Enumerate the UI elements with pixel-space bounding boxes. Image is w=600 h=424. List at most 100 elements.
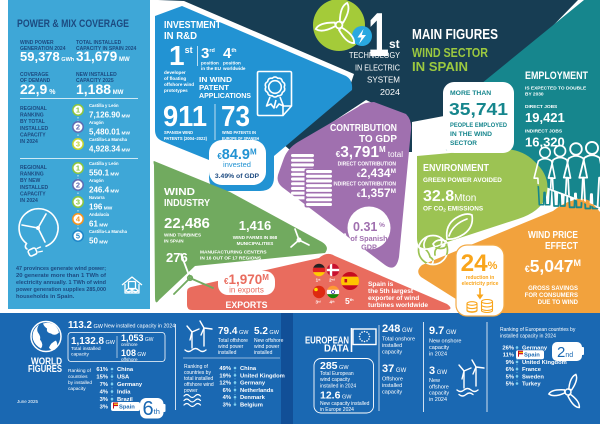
svg-text:ENVIRONMENT: ENVIRONMENT: [423, 163, 490, 174]
svg-text:12.6 GW: 12.6 GW: [320, 390, 352, 402]
svg-text:INDIRECT JOBS: INDIRECT JOBS: [525, 129, 563, 135]
svg-text:CAPACITY: CAPACITY: [20, 191, 46, 197]
svg-text:WIND FARMS IN 868: WIND FARMS IN 868: [233, 235, 278, 240]
svg-text:June 2025: June 2025: [17, 399, 39, 404]
svg-text:5%: 5%: [506, 382, 514, 388]
svg-text:installed: installed: [218, 350, 237, 356]
svg-text:capacity: capacity: [429, 345, 449, 351]
svg-text:GROSS SAVINGS: GROSS SAVINGS: [528, 286, 578, 292]
svg-text:RANKING: RANKING: [20, 172, 44, 178]
svg-text:Total installed: Total installed: [71, 346, 101, 352]
svg-text:DIRECT CONTRIBUTION: DIRECT CONTRIBUTION: [338, 162, 397, 168]
svg-text:offshore: offshore: [121, 357, 138, 362]
svg-text:3 GW: 3 GW: [429, 365, 447, 377]
svg-text:3rd: 3rd: [201, 45, 215, 62]
svg-text:15%: 15%: [96, 375, 108, 381]
svg-text:4%: 4%: [223, 395, 231, 401]
svg-text:24%: 24%: [461, 250, 498, 277]
svg-text:capacity: capacity: [382, 390, 402, 396]
svg-text:worldwide: worldwide: [222, 66, 246, 71]
svg-text:reduction in: reduction in: [466, 275, 495, 281]
svg-text:WIND TURBINES: WIND TURBINES: [164, 233, 201, 238]
svg-text:TECHNOLOGY: TECHNOLOGY: [349, 50, 400, 60]
svg-text:WIND PRICE: WIND PRICE: [528, 230, 578, 241]
svg-text:Ranking of European countries: Ranking of European countries by: [500, 327, 576, 333]
svg-text:IN THE WIND: IN THE WIND: [450, 131, 492, 138]
svg-text:Castilla y León: Castilla y León: [89, 103, 119, 108]
svg-text:113.2 GW: 113.2 GW: [68, 320, 104, 331]
svg-text:285 GW: 285 GW: [320, 360, 349, 372]
svg-text:1,053 GW: 1,053 GW: [121, 333, 154, 343]
svg-text:35,741: 35,741: [449, 99, 508, 119]
svg-text:of floating: of floating: [164, 76, 186, 81]
svg-text:WORLD: WORLD: [31, 357, 62, 368]
svg-text:11%: 11%: [503, 353, 514, 359]
svg-text:0.31 %: 0.31 %: [353, 220, 385, 234]
svg-text:PATENTS (2004–2022): PATENTS (2004–2022): [164, 136, 207, 141]
svg-text:3%: 3%: [100, 397, 108, 403]
svg-text:GENERATION 2024: GENERATION 2024: [20, 46, 66, 52]
svg-text:EXPORTS: EXPORTS: [226, 300, 268, 311]
svg-text:3: 3: [76, 198, 80, 207]
svg-text:OF DEMAND: OF DEMAND: [20, 78, 51, 84]
svg-text:capacity: capacity: [71, 352, 89, 358]
svg-text:32.8Mton: 32.8Mton: [423, 188, 476, 205]
svg-text:4th: 4th: [330, 300, 335, 305]
svg-text:31,679 MW: 31,679 MW: [76, 49, 130, 64]
svg-text:in 2024: in 2024: [429, 352, 447, 358]
svg-text:installed: installed: [382, 343, 402, 349]
svg-text:position: position: [201, 61, 219, 66]
svg-text:EUROPE OF SPANISH: EUROPE OF SPANISH: [222, 136, 259, 141]
svg-text:prototypes: prototypes: [164, 88, 188, 93]
svg-text:22,9 %: 22,9 %: [20, 81, 56, 97]
svg-text:Brazil: Brazil: [117, 397, 133, 403]
svg-text:SPANISH WIND: SPANISH WIND: [164, 130, 194, 135]
svg-text:Andalucía: Andalucía: [89, 212, 110, 217]
svg-text:installed: installed: [254, 350, 273, 356]
svg-text:Ranking of: Ranking of: [184, 364, 209, 370]
svg-text:EUROPEAN: EUROPEAN: [305, 336, 349, 347]
svg-text:59,378 GWh: 59,378 GWh: [20, 49, 75, 64]
svg-text:CAPACITY: CAPACITY: [20, 132, 46, 138]
svg-text:in Europe 2024: in Europe 2024: [320, 407, 354, 413]
svg-text:1,416: 1,416: [239, 218, 272, 233]
svg-text:USA: USA: [117, 375, 130, 381]
svg-text:MORE THAN: MORE THAN: [450, 90, 491, 97]
svg-text:2nd: 2nd: [329, 278, 335, 283]
svg-text:Castilla-La Mancha: Castilla-La Mancha: [89, 137, 128, 142]
svg-text:Germany: Germany: [522, 346, 548, 352]
svg-text:France: France: [522, 367, 542, 373]
svg-text:of Spanish: of Spanish: [350, 234, 387, 243]
svg-text:EMPLOYMENT: EMPLOYMENT: [525, 70, 588, 82]
svg-text:electricity price: electricity price: [462, 281, 499, 287]
svg-text:Castilla-La Mancha: Castilla-La Mancha: [89, 229, 128, 234]
svg-text:Total offshore: Total offshore: [218, 338, 248, 344]
svg-text:3: 3: [76, 140, 80, 149]
svg-text:CAPACITY IN SPAIN 2024: CAPACITY IN SPAIN 2024: [76, 46, 137, 52]
svg-text:Denmark: Denmark: [240, 395, 266, 401]
svg-text:€1,970M: €1,970M: [224, 272, 269, 287]
svg-text:9.7 GW: 9.7 GW: [429, 325, 457, 337]
svg-text:Germany: Germany: [117, 382, 143, 388]
svg-text:3rd: 3rd: [315, 300, 321, 305]
svg-text:REGIONAL: REGIONAL: [20, 106, 47, 112]
svg-text:offshore wind: offshore wind: [164, 82, 194, 87]
svg-text:ORIGIN (2022): ORIGIN (2022): [222, 142, 249, 147]
svg-text:NEW INSTALLED: NEW INSTALLED: [76, 72, 117, 78]
svg-text:37 GW: 37 GW: [382, 363, 407, 375]
svg-text:COVERAGE: COVERAGE: [20, 72, 49, 78]
svg-text:Netherlands: Netherlands: [240, 388, 274, 394]
svg-text:IN ELECTRIC: IN ELECTRIC: [355, 62, 400, 72]
svg-text:offshore: offshore: [429, 384, 449, 390]
svg-text:New installed capacity in 2024: New installed capacity in 2024: [104, 324, 175, 330]
svg-text:GREEN POWER AVOIDED: GREEN POWER AVOIDED: [423, 177, 502, 184]
svg-text:India: India: [117, 390, 131, 396]
svg-text:power: power: [184, 388, 198, 394]
svg-text:United Kingdom: United Kingdom: [240, 373, 285, 379]
svg-text:12%: 12%: [219, 381, 231, 387]
svg-text:CONTRIBUTION: CONTRIBUTION: [330, 123, 397, 134]
svg-text:total installed: total installed: [184, 376, 213, 382]
svg-text:47 provinces generate wind pow: 47 provinces generate wind power;: [16, 266, 106, 272]
svg-text:FIGURES: FIGURES: [28, 364, 62, 375]
svg-text:3%: 3%: [223, 403, 231, 409]
